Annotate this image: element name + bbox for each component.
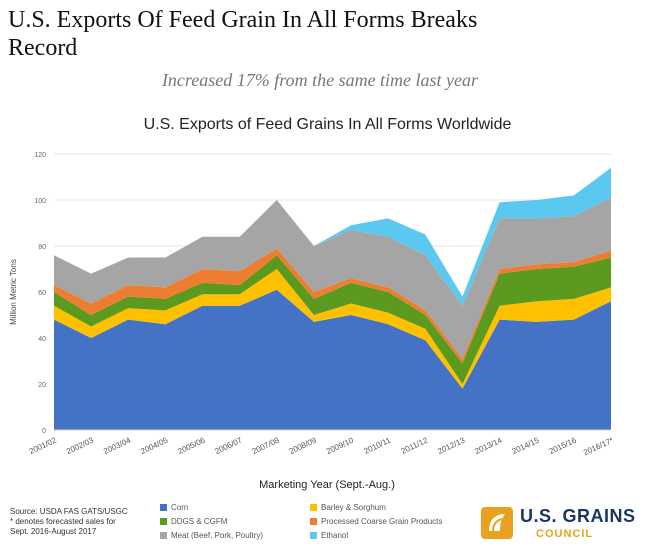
legend-swatch [160, 532, 167, 540]
source-line-1: Source: USDA FAS GATS/USGC [10, 507, 128, 516]
legend-label: Barley & Sorghum [321, 503, 386, 512]
x-tick-label: 2012/13 [436, 435, 467, 456]
x-tick-label: 2013/14 [473, 435, 504, 456]
y-tick-label: 60 [38, 290, 46, 297]
legend-swatch [160, 518, 167, 526]
headline: U.S. Exports Of Feed Grain In All Forms … [8, 7, 478, 61]
x-tick-label: 2016/17* [582, 436, 615, 458]
x-tick-label: 2002/03 [65, 435, 96, 456]
x-tick-label: 2004/05 [139, 435, 170, 456]
x-tick-label: 2003/04 [102, 435, 133, 456]
logo-line-1: U.S. GRAINS [520, 506, 636, 526]
y-tick-label: 100 [34, 198, 46, 205]
y-tick-label: 120 [34, 152, 46, 159]
y-tick-label: 40 [38, 336, 46, 343]
series-area-ethanol [54, 167, 611, 306]
source-line-3: Sept. 2016-August 2017 [10, 527, 97, 536]
x-tick-label: 2014/15 [511, 435, 542, 456]
series-area-corn [54, 289, 611, 430]
legend-label: Corn [171, 503, 189, 512]
x-tick-label: 2015/16 [548, 435, 579, 456]
x-axis-label: Marketing Year (Sept.-Aug.) [259, 479, 395, 491]
legend-item: Meat (Beef, Pork, Poultry) [160, 531, 263, 540]
x-tick-label: 2011/12 [400, 435, 430, 455]
y-axis-label: Million Metric Tons [9, 259, 18, 325]
legend-label: Ethanol [321, 531, 349, 540]
legend-item: Corn [160, 503, 188, 512]
series-area-meat-beef-pork-poultry [54, 197, 611, 359]
legend-swatch [310, 518, 317, 526]
us-grains-council-logo: U.S. GRAINS COUNCIL [476, 502, 651, 546]
x-tick-label: 2008/09 [288, 435, 319, 456]
x-tick-label: 2009/10 [325, 435, 356, 456]
stacked-area-chart: 0 20 40 60 80 100 120 2001/02 2002/03 2003/04 2004… [9, 152, 615, 491]
legend-item: DDGS & CGFM [160, 517, 227, 526]
subheadline: Increased 17% from the same time last ye… [161, 70, 479, 90]
legend-label: DDGS & CGFM [171, 517, 228, 526]
legend-label: Processed Coarse Grain Products [321, 517, 443, 526]
source-line-2: * denotes forecasted sales for [10, 517, 116, 526]
legend-swatch [310, 532, 317, 540]
x-tick-label: 2006/07 [213, 435, 244, 456]
x-tick-label: 2007/08 [251, 435, 282, 456]
source-note: Source: USDA FAS GATS/USGC * denotes for… [10, 507, 160, 537]
legend-swatch [160, 504, 167, 512]
series-area-barley-sorghum [54, 269, 611, 389]
y-tick-label: 80 [38, 244, 46, 251]
legend-swatch [310, 504, 317, 512]
series-areas [54, 167, 611, 430]
legend-item: Processed Coarse Grain Products [310, 517, 442, 526]
logo-line-2: COUNCIL [536, 528, 594, 540]
grains-council-logo-icon [481, 507, 513, 539]
y-tick-label: 20 [38, 382, 46, 389]
x-tick-label: 2005/06 [176, 435, 207, 456]
legend-label: Meat (Beef, Pork, Poultry) [171, 531, 264, 540]
x-tick-label: 2010/11 [363, 435, 393, 455]
legend-item: Ethanol [310, 531, 348, 540]
series-area-ddgs-cgfm [54, 255, 611, 384]
y-tick-label: 0 [42, 428, 46, 435]
series-area-processed-coarse-grain-products [54, 248, 611, 364]
x-tick-label: 2001/02 [28, 435, 59, 456]
chart-title: U.S. Exports of Feed Grains In All Forms… [143, 116, 512, 133]
legend-item: Barley & Sorghum [310, 503, 386, 512]
chart-legend: Corn Barley & Sorghum DDGS & CGFM Processed… [160, 503, 480, 547]
